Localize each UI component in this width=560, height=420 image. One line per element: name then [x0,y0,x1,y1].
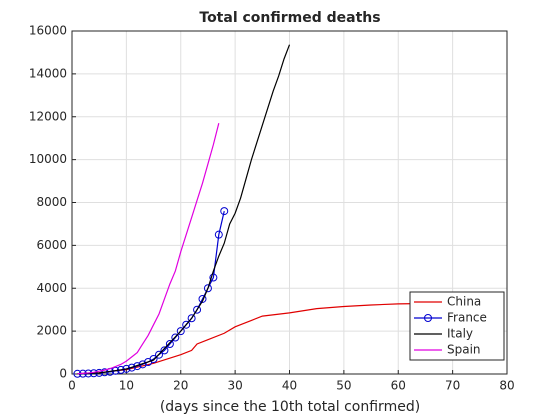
marker [171,333,180,342]
marker [127,363,136,372]
x-tick-label: 0 [68,379,76,393]
marker [220,207,229,216]
x-tick-label: 10 [119,379,134,393]
y-tick-label: 10000 [29,152,67,166]
marker [198,294,207,303]
y-tick-label: 14000 [29,66,67,80]
x-tick-label: 80 [499,379,514,393]
x-tick-label: 60 [391,379,406,393]
series-line [77,44,291,375]
series-line [77,123,220,375]
marker [203,284,212,293]
marker [122,364,131,373]
marker [165,339,174,348]
x-axis-label: (days since the 10th total confirmed) [160,399,420,415]
marker [182,320,191,329]
y-tick-label: 8000 [36,195,67,209]
series-line [77,302,459,375]
marker [155,350,163,359]
x-tick-label: 20 [173,379,188,393]
y-tick-label: 6000 [36,238,67,252]
x-tick-label: 40 [282,379,297,393]
y-tick-label: 12000 [29,109,67,123]
marker [149,354,158,363]
y-tick-label: 2000 [36,324,67,338]
legend-marker [424,314,432,322]
chart-title: Total confirmed deaths [199,10,380,26]
plot-frame [71,30,508,375]
marker [187,314,196,323]
marker [193,305,202,314]
legend-label: Spain [447,343,481,357]
legend-label: France [447,311,487,325]
marker [160,346,169,355]
legend-label: China [447,295,481,309]
y-tick-label: 4000 [36,281,67,295]
x-tick-label: 70 [445,379,460,393]
legend-label: Italy [447,327,473,341]
marker [209,273,218,282]
y-tick-label: 16000 [29,24,67,38]
legend-box [409,291,505,361]
y-tick-label: 0 [59,367,67,381]
marker [176,327,185,336]
x-tick-label: 30 [227,379,242,393]
marker [214,230,223,239]
x-tick-label: 50 [336,379,351,393]
